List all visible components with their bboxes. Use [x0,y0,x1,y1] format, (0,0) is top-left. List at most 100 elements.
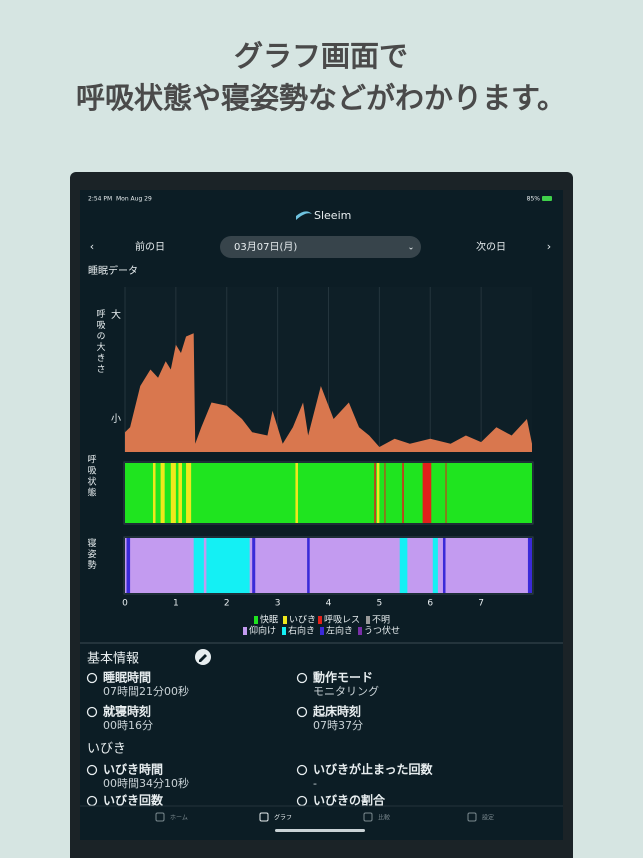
item-label: いびきが止まった回数 [313,762,434,777]
status-date: Mon Aug 29 [116,196,152,203]
item-icon [296,672,308,684]
band-segment [126,538,131,593]
band-segment [170,463,176,523]
section-title: 睡眠データ [88,264,138,277]
item-icon [86,672,98,684]
prev-day[interactable]: 前の日 [135,240,165,253]
legend-label: 左向き [326,625,353,637]
legend-swatch [358,627,362,635]
item-value: 07時37分 [313,719,363,732]
band-segment [527,538,532,593]
item-value: - [313,777,317,790]
x-tick-label: 3 [275,599,281,609]
item-label: いびき回数 [103,793,164,808]
date-value[interactable]: 03月07日(月) [234,241,297,253]
item-label: 就寝時刻 [103,704,151,719]
snore-title: いびき [87,742,126,757]
prev-arrow[interactable]: ‹ [90,240,94,253]
band-segment [193,538,204,593]
tab-label[interactable]: 比較 [378,814,390,822]
legend-label: 仰向け [249,625,276,637]
item-label: いびき時間 [103,762,163,777]
info-list: 睡眠時間07時間21分00秒動作モードモニタリング就寝時刻00時16分起床時刻0… [86,670,434,808]
legend-label: 右向き [288,625,315,637]
band-segment [384,463,386,523]
item-label: 起床時刻 [312,704,361,719]
tab-label[interactable]: グラフ [274,814,292,822]
x-tick-label: 4 [326,599,332,609]
item-icon [86,706,98,718]
tab-label[interactable]: ホーム [170,815,188,822]
x-tick-label: 5 [377,599,383,609]
x-tick-label: 7 [478,599,484,609]
x-tick-label: 0 [122,599,128,609]
tab-icon[interactable] [363,812,373,822]
status-time: 2:54 PM [88,196,112,203]
item-icon [296,764,308,776]
band-segment [422,463,432,523]
item-value: モニタリング [313,684,379,698]
band-segment [399,538,408,593]
tab-icon[interactable] [467,812,477,822]
headline: グラフ画面で [234,39,408,73]
item-value: 00時16分 [103,719,153,732]
dropdown-caret: ⌄ [408,243,415,252]
band-segment [125,463,532,523]
tab-icon[interactable] [259,812,269,822]
tab-label[interactable]: 設定 [482,814,494,822]
item-value: 00時間34分10秒 [103,776,189,790]
band-segment [307,538,310,593]
y-axis-label: 呼吸の大きさ [95,309,106,375]
band-segment [206,538,250,593]
band-segment [442,538,446,593]
logo: Sleeim [314,209,351,222]
band-segment [152,463,156,523]
x-tick-label: 1 [173,599,179,609]
legend-swatch [318,616,322,624]
next-day[interactable]: 次の日 [476,240,506,253]
band-segment [432,538,438,593]
legend-label: 不明 [372,615,390,626]
item-icon [86,764,98,776]
y-tick-label: 小 [111,413,121,425]
legend-swatch [283,616,287,624]
y-axis-label: 呼吸状態 [86,454,97,498]
breath-area [125,333,532,452]
tabs: ホーム グラフ 比較 設定 [155,812,494,822]
legend-label: 快眠 [260,614,278,626]
band-segment [295,463,298,523]
home-indicator [275,829,365,832]
band-segment [445,463,447,523]
x-tick-label: 2 [224,599,230,609]
headline: 呼吸状態や寝姿勢などがわかります。 [76,81,566,115]
band-segment [402,463,404,523]
battery-icon [542,196,552,201]
item-label: いびきの割合 [313,793,386,808]
band-segment [252,538,256,593]
info-title: 基本情報 [87,652,139,667]
band-segment [186,463,192,523]
logo-icon [296,211,312,220]
legend-label: うつ伏せ [364,625,400,637]
x-tick-label: 6 [427,599,433,609]
tab-bar [80,806,563,840]
status-battery: 85% [527,196,541,203]
edit-glyph [199,654,207,662]
item-value: 07時間21分00秒 [103,684,189,698]
band-segment [374,463,376,523]
y-axis-label: 寝姿勢 [86,537,97,571]
band-segment [178,463,182,523]
legend-swatch [320,627,324,635]
legend-swatch [243,627,247,635]
legend-swatch [282,627,286,635]
item-label: 動作モード [313,670,373,685]
band-segment [160,463,165,523]
tab-icon[interactable] [155,812,165,822]
band-segment [125,538,532,593]
next-arrow[interactable]: › [547,240,551,253]
band-segment [376,463,380,523]
date-select[interactable] [220,236,421,258]
y-tick-label: 大 [111,308,121,321]
